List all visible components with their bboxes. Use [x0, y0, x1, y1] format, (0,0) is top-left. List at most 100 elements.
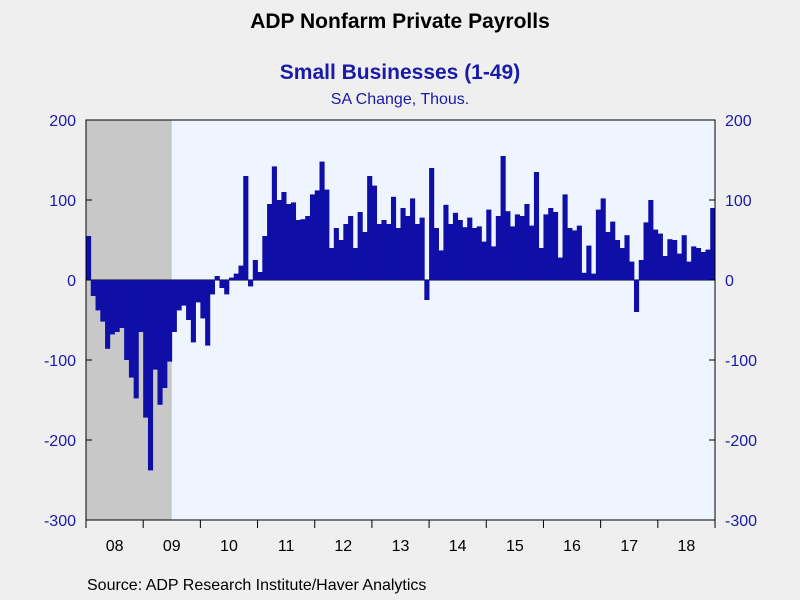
bar	[186, 280, 192, 320]
bar	[567, 228, 573, 280]
bar	[705, 249, 711, 280]
y-tick-label-right: -100	[725, 353, 757, 370]
bar	[257, 272, 263, 280]
bar	[491, 246, 497, 280]
bar	[267, 204, 273, 280]
bar	[576, 225, 582, 280]
x-tick-label: 10	[220, 538, 238, 555]
bar	[395, 228, 401, 280]
bar	[138, 280, 144, 332]
bar	[481, 241, 487, 280]
bar	[271, 166, 277, 280]
bar	[695, 248, 702, 280]
bar	[457, 220, 463, 280]
bar	[386, 224, 392, 280]
bar	[162, 280, 168, 388]
bar	[548, 208, 554, 280]
bar	[400, 208, 406, 280]
x-tick-label: 08	[106, 538, 124, 555]
bar	[190, 280, 196, 343]
bar	[572, 230, 578, 280]
bar	[681, 235, 687, 280]
bar	[533, 172, 540, 280]
y-tick-label-right: -300	[725, 513, 757, 530]
bar	[595, 209, 601, 280]
bar	[195, 280, 201, 303]
bar	[710, 208, 716, 280]
source-note: Source: ADP Research Institute/Haver Ana…	[87, 577, 427, 594]
bar	[476, 226, 482, 280]
bar	[543, 214, 549, 280]
bar	[605, 232, 611, 280]
bar	[167, 280, 173, 362]
bar	[319, 161, 325, 280]
bar	[562, 194, 568, 280]
bar	[286, 204, 292, 280]
bar	[438, 250, 444, 280]
bar	[95, 280, 101, 311]
bar	[672, 240, 678, 280]
x-tick-label: 15	[506, 538, 524, 555]
plot-area	[86, 120, 715, 520]
x-tick-label: 14	[449, 538, 467, 555]
bar	[600, 198, 606, 280]
bar	[238, 265, 244, 280]
x-tick-label: 18	[678, 538, 696, 555]
y-tick-label-left: 100	[49, 193, 76, 210]
bar	[614, 240, 621, 280]
bar	[333, 228, 339, 280]
bar	[486, 209, 492, 280]
bar	[114, 280, 120, 332]
bar	[686, 261, 692, 280]
x-tick-label: 09	[163, 538, 181, 555]
bar	[624, 235, 630, 280]
bar	[133, 280, 139, 399]
bar	[343, 224, 349, 280]
bar	[352, 248, 358, 280]
bar	[119, 280, 125, 328]
bar	[176, 280, 182, 311]
bar	[376, 224, 382, 280]
bar	[653, 229, 659, 280]
bar	[128, 280, 135, 378]
bar	[357, 212, 363, 280]
chart-title: ADP Nonfarm Private Payrolls	[250, 10, 550, 33]
bar	[505, 211, 511, 280]
bar	[362, 232, 368, 280]
y-tick-label-left: 200	[49, 113, 76, 130]
bar	[700, 252, 706, 280]
bar	[290, 202, 297, 280]
plot-frame	[85, 119, 716, 521]
bar	[276, 200, 282, 280]
bar	[367, 176, 373, 280]
bar	[152, 280, 158, 370]
bar	[181, 280, 187, 306]
y-tick-label-left: -200	[44, 433, 76, 450]
bar	[143, 280, 149, 418]
bar	[691, 246, 697, 280]
bar	[171, 280, 177, 332]
bar	[529, 225, 535, 280]
bar	[314, 190, 320, 280]
chart-units: SA Change, Thous.	[330, 91, 470, 108]
bar	[105, 280, 111, 349]
bar	[209, 280, 216, 295]
bar	[657, 233, 663, 280]
bar	[448, 224, 454, 280]
bar	[205, 280, 211, 346]
x-tick-label: 13	[392, 538, 410, 555]
y-tick-label-left: -100	[44, 353, 76, 370]
chart-subtitle: Small Businesses (1-49)	[279, 61, 521, 84]
bar	[662, 256, 668, 280]
y-tick-label-right: 0	[725, 273, 734, 290]
bar	[629, 261, 635, 280]
bar	[305, 216, 311, 280]
x-tick-label: 16	[563, 538, 581, 555]
x-tick-label: 11	[278, 538, 295, 555]
y-tick-label-right: -200	[725, 433, 757, 450]
bar	[633, 280, 640, 312]
bar	[200, 280, 206, 319]
y-tick-label-left: 0	[67, 273, 76, 290]
bar	[348, 216, 354, 280]
bar	[643, 222, 649, 280]
